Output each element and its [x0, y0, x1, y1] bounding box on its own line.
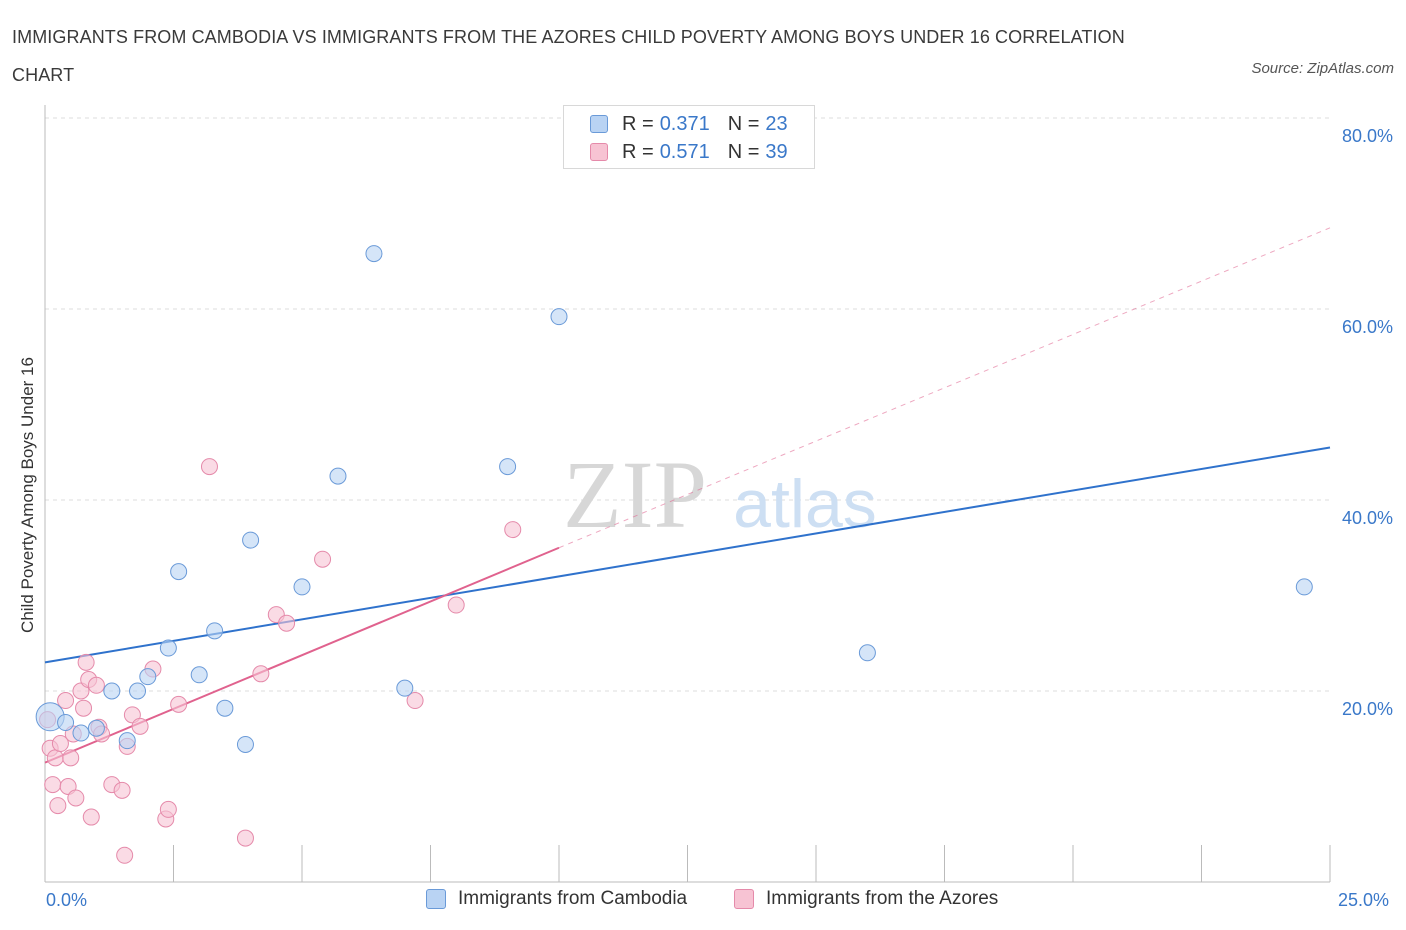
data-point-azores: [200, 458, 218, 476]
data-point-cambodia: [242, 531, 260, 549]
data-point-azores: [278, 614, 296, 632]
data-point-azores: [57, 692, 75, 710]
data-point-cambodia: [72, 724, 90, 742]
data-point-cambodia: [396, 679, 414, 697]
data-point-azores: [314, 550, 332, 568]
legend-swatch-cambodia: [426, 889, 446, 909]
data-point-cambodia: [103, 682, 121, 700]
data-point-azores: [116, 846, 134, 864]
data-point-azores: [75, 699, 93, 717]
data-point-azores: [44, 776, 62, 794]
legend-r-value: 0.371: [659, 112, 710, 135]
data-point-azores: [49, 797, 67, 815]
trend-line-cambodia: [44, 446, 1331, 664]
data-point-azores: [46, 749, 64, 767]
data-point-azores: [159, 800, 177, 818]
watermark-zip: ZIP: [563, 441, 707, 548]
legend-n-value: 39: [765, 140, 788, 163]
data-point-cambodia: [170, 563, 188, 581]
data-point-azores: [67, 789, 85, 807]
y-tick-label: 40.0%: [1342, 508, 1393, 528]
y-tick-label: 20.0%: [1342, 699, 1393, 719]
data-points: [35, 245, 1313, 864]
watermark-atlas: atlas: [733, 466, 877, 542]
data-point-cambodia: [329, 467, 347, 485]
data-point-cambodia: [87, 719, 105, 737]
data-point-azores: [77, 653, 95, 671]
trend-line-azores: [44, 546, 560, 764]
watermark: ZIP atlas: [563, 441, 877, 548]
legend-row-azores: R = 0.571 N = 39: [590, 139, 788, 165]
data-point-cambodia: [206, 622, 224, 640]
trend-lines: [44, 227, 1331, 764]
data-point-cambodia: [858, 644, 876, 662]
y-tick-label: 80.0%: [1342, 126, 1393, 146]
data-point-azores: [62, 749, 80, 767]
series-legend: Immigrants from Cambodia Immigrants from…: [0, 888, 1406, 916]
data-point-azores: [131, 717, 149, 735]
y-tick-labels: 20.0% 40.0% 60.0% 80.0%: [1342, 126, 1393, 719]
legend-r-label: R =: [622, 112, 654, 135]
legend-row-cambodia: R = 0.371 N = 23: [590, 111, 788, 137]
data-point-cambodia: [118, 732, 136, 750]
data-point-cambodia: [499, 458, 517, 476]
legend-n-value: 23: [765, 112, 788, 135]
legend-item-azores[interactable]: Immigrants from the Azores: [734, 888, 998, 910]
data-point-azores: [504, 521, 522, 539]
legend-label-azores: Immigrants from the Azores: [766, 888, 999, 909]
grid-lines: [45, 117, 1330, 692]
x-tick-label-max: 25.0%: [1338, 890, 1390, 910]
data-point-azores: [87, 676, 105, 694]
data-point-cambodia: [550, 308, 568, 326]
data-point-cambodia: [1295, 578, 1313, 596]
source-credit: Source: ZipAtlas.com: [1251, 60, 1394, 77]
correlation-legend: R = 0.371 N = 23 R = 0.571 N = 39: [563, 105, 815, 169]
data-point-azores: [82, 808, 100, 826]
data-point-azores: [51, 735, 69, 753]
chart-title: IMMIGRANTS FROM CAMBODIA VS IMMIGRANTS F…: [12, 27, 1125, 85]
data-point-azores: [447, 596, 465, 614]
legend-swatch-azores: [590, 143, 608, 161]
data-point-cambodia: [365, 245, 383, 263]
data-point-cambodia: [293, 578, 311, 596]
legend-item-cambodia[interactable]: Immigrants from Cambodia: [426, 888, 687, 910]
data-point-azores: [170, 695, 188, 713]
data-point-azores: [236, 829, 254, 847]
legend-label-cambodia: Immigrants from Cambodia: [458, 888, 688, 909]
data-point-azores: [113, 781, 131, 799]
data-point-cambodia: [129, 682, 147, 700]
legend-r-label: R =: [622, 140, 654, 163]
data-point-azores: [406, 692, 424, 710]
legend-r-value: 0.571: [659, 140, 710, 163]
legend-swatch-azores: [734, 889, 754, 909]
y-tick-label: 60.0%: [1342, 317, 1393, 337]
data-point-cambodia: [159, 639, 177, 657]
data-point-cambodia: [57, 714, 75, 732]
x-tick-label-min: 0.0%: [46, 890, 88, 910]
data-point-cambodia: [236, 735, 254, 753]
data-point-azores: [252, 665, 270, 683]
data-point-cambodia: [216, 699, 234, 717]
data-point-cambodia: [139, 668, 157, 686]
y-axis-label: Child Poverty Among Boys Under 16: [18, 357, 37, 633]
data-point-cambodia: [190, 666, 208, 684]
legend-n-label: N =: [727, 112, 760, 135]
axes: [44, 105, 1331, 883]
legend-swatch-cambodia: [590, 115, 608, 133]
legend-n-label: N =: [727, 140, 760, 163]
